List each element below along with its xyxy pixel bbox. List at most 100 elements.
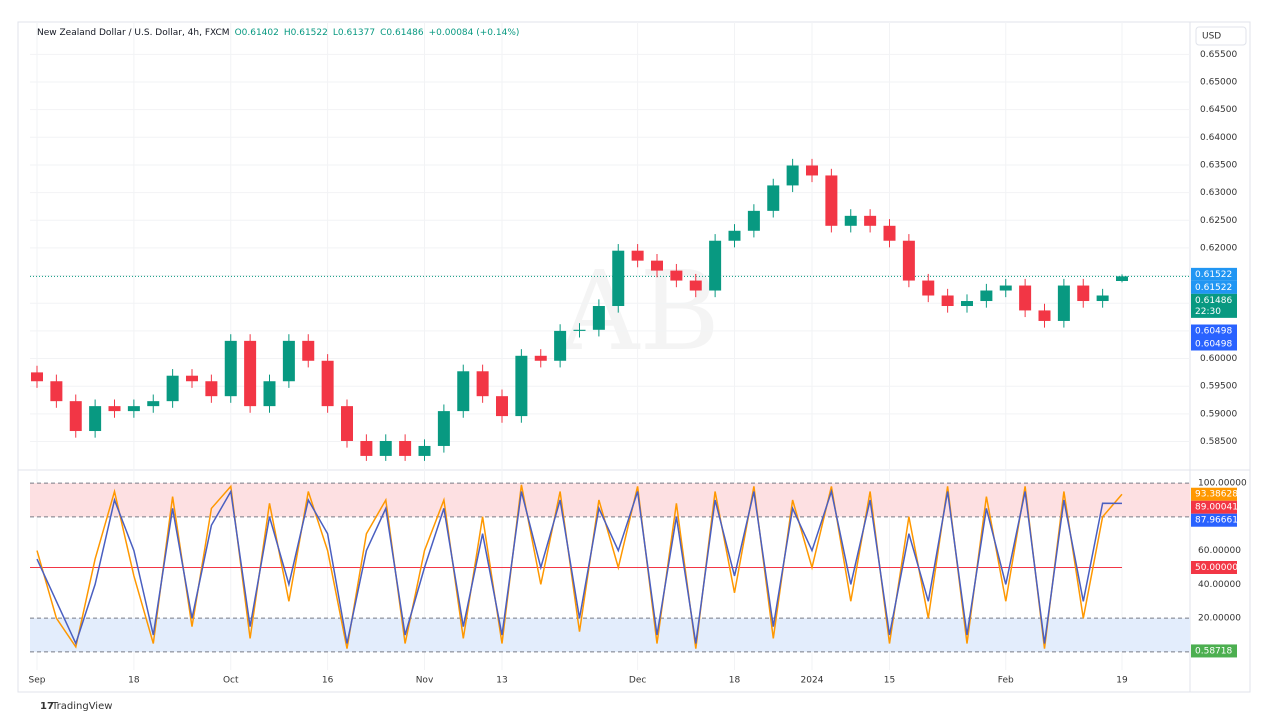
candle-body xyxy=(573,329,586,331)
x-tick-label: Dec xyxy=(629,676,646,686)
candle-body xyxy=(961,301,973,307)
x-tick-label: Oct xyxy=(223,676,239,686)
zone-band xyxy=(30,483,1190,517)
change: +0.00084 (+0.14%) xyxy=(428,28,520,38)
candle-body xyxy=(747,210,760,231)
price-label: 0.61486 xyxy=(1195,296,1232,306)
y-tick-label: 0.65000 xyxy=(1200,77,1237,87)
y-tick-label: 0.59000 xyxy=(1200,409,1237,419)
price-label-box xyxy=(1191,267,1237,281)
price-label: 0.58718 xyxy=(1195,646,1232,656)
price-label-box xyxy=(1191,644,1237,658)
candle-body xyxy=(282,340,295,382)
x-tick-label: 19 xyxy=(1116,676,1128,686)
price-label: 0.60498 xyxy=(1195,327,1232,337)
candle-body xyxy=(166,375,179,402)
price-label-box xyxy=(1191,500,1237,514)
candle-body xyxy=(108,406,121,412)
price-label-box xyxy=(1191,280,1237,294)
x-tick-label: Nov xyxy=(416,676,434,686)
candle-body xyxy=(1019,285,1032,311)
candle-body xyxy=(534,355,547,361)
brand[interactable]: TradingView xyxy=(51,701,112,712)
y-tick-label: 100.00000 xyxy=(1198,479,1247,489)
x-tick-label: Sep xyxy=(29,676,46,686)
candle-body xyxy=(360,440,373,456)
ohlc-close: C0.61486 xyxy=(380,28,424,38)
price-label: 50.00000 xyxy=(1195,563,1238,573)
candle-body xyxy=(806,165,818,176)
y-tick-label: 20.00000 xyxy=(1198,614,1241,624)
candle-body xyxy=(515,355,528,417)
y-tick-label: 60.00000 xyxy=(1198,546,1241,556)
y-tick-label: 0.59500 xyxy=(1200,382,1237,392)
price-label-box xyxy=(1191,487,1237,501)
candle-body xyxy=(825,175,838,226)
y-tick-label: 0.64000 xyxy=(1200,133,1237,143)
candle-body xyxy=(341,406,353,441)
countdown: 22:30 xyxy=(1195,307,1221,317)
candle-body xyxy=(89,406,102,432)
candle-body xyxy=(1077,285,1090,302)
ohlc-low: L0.61377 xyxy=(332,28,376,38)
candle-body xyxy=(1116,276,1128,282)
candle-body xyxy=(631,250,644,261)
price-label-box xyxy=(1191,337,1237,351)
oscillator-line xyxy=(36,488,1123,646)
candle-body xyxy=(127,406,140,412)
frame xyxy=(17,21,1251,693)
candle-body xyxy=(205,381,218,397)
y-tick-label: 40.00000 xyxy=(1198,580,1241,590)
currency-box[interactable] xyxy=(1195,26,1247,46)
price-label-box xyxy=(1191,324,1237,338)
y-tick-label: 0.60000 xyxy=(1200,354,1237,364)
candle-body xyxy=(321,360,334,407)
candle-body xyxy=(302,340,315,361)
zone-band xyxy=(30,618,1190,652)
candle-body xyxy=(1096,295,1109,302)
candle-body xyxy=(1057,285,1070,321)
candle-body xyxy=(379,440,392,456)
candle-body xyxy=(224,340,237,397)
y-tick-label: 0.58500 xyxy=(1200,437,1237,447)
y-tick-label: 0.62000 xyxy=(1200,243,1237,253)
candle-body xyxy=(69,401,82,432)
price-label-box xyxy=(1191,513,1237,527)
candle-body xyxy=(902,240,915,281)
watermark: AB xyxy=(559,247,720,375)
x-tick-label: 15 xyxy=(884,676,895,686)
candle-body xyxy=(496,396,508,417)
x-tick-label: 13 xyxy=(496,676,507,686)
candle-body xyxy=(999,285,1012,291)
price-label: 0.61522 xyxy=(1195,270,1232,280)
legend-header: New Zealand Dollar / U.S. Dollar, 4h, FX… xyxy=(37,28,519,38)
candle-body xyxy=(457,371,470,412)
y-tick-label: 0.65500 xyxy=(1200,50,1237,60)
candle-body xyxy=(263,381,276,407)
price-label: 0.60498 xyxy=(1195,340,1232,350)
candle-body xyxy=(186,375,198,382)
y-tick-label: 0.64500 xyxy=(1200,105,1237,115)
candle-body xyxy=(244,340,257,407)
price-label: 89.00041 xyxy=(1195,503,1238,513)
candle-body xyxy=(728,230,741,241)
candle-body xyxy=(651,260,663,271)
candle-body xyxy=(147,401,160,407)
candle-body xyxy=(922,280,935,296)
x-tick-label: Feb xyxy=(998,676,1014,686)
ohlc-open: O0.61402 xyxy=(234,28,279,38)
candle-body xyxy=(31,372,43,382)
price-label: 87.96661 xyxy=(1195,516,1238,526)
candle-body xyxy=(437,411,450,446)
candle-body xyxy=(980,290,993,302)
candle-body xyxy=(399,440,412,456)
price-label: 93.38628 xyxy=(1195,490,1238,500)
candle-body xyxy=(612,250,625,307)
price-label-box xyxy=(1191,293,1237,318)
x-tick-label: 2024 xyxy=(801,676,824,686)
candle-body xyxy=(1038,310,1051,321)
candle-body xyxy=(767,185,780,211)
brand-logo: 17 xyxy=(40,701,54,712)
